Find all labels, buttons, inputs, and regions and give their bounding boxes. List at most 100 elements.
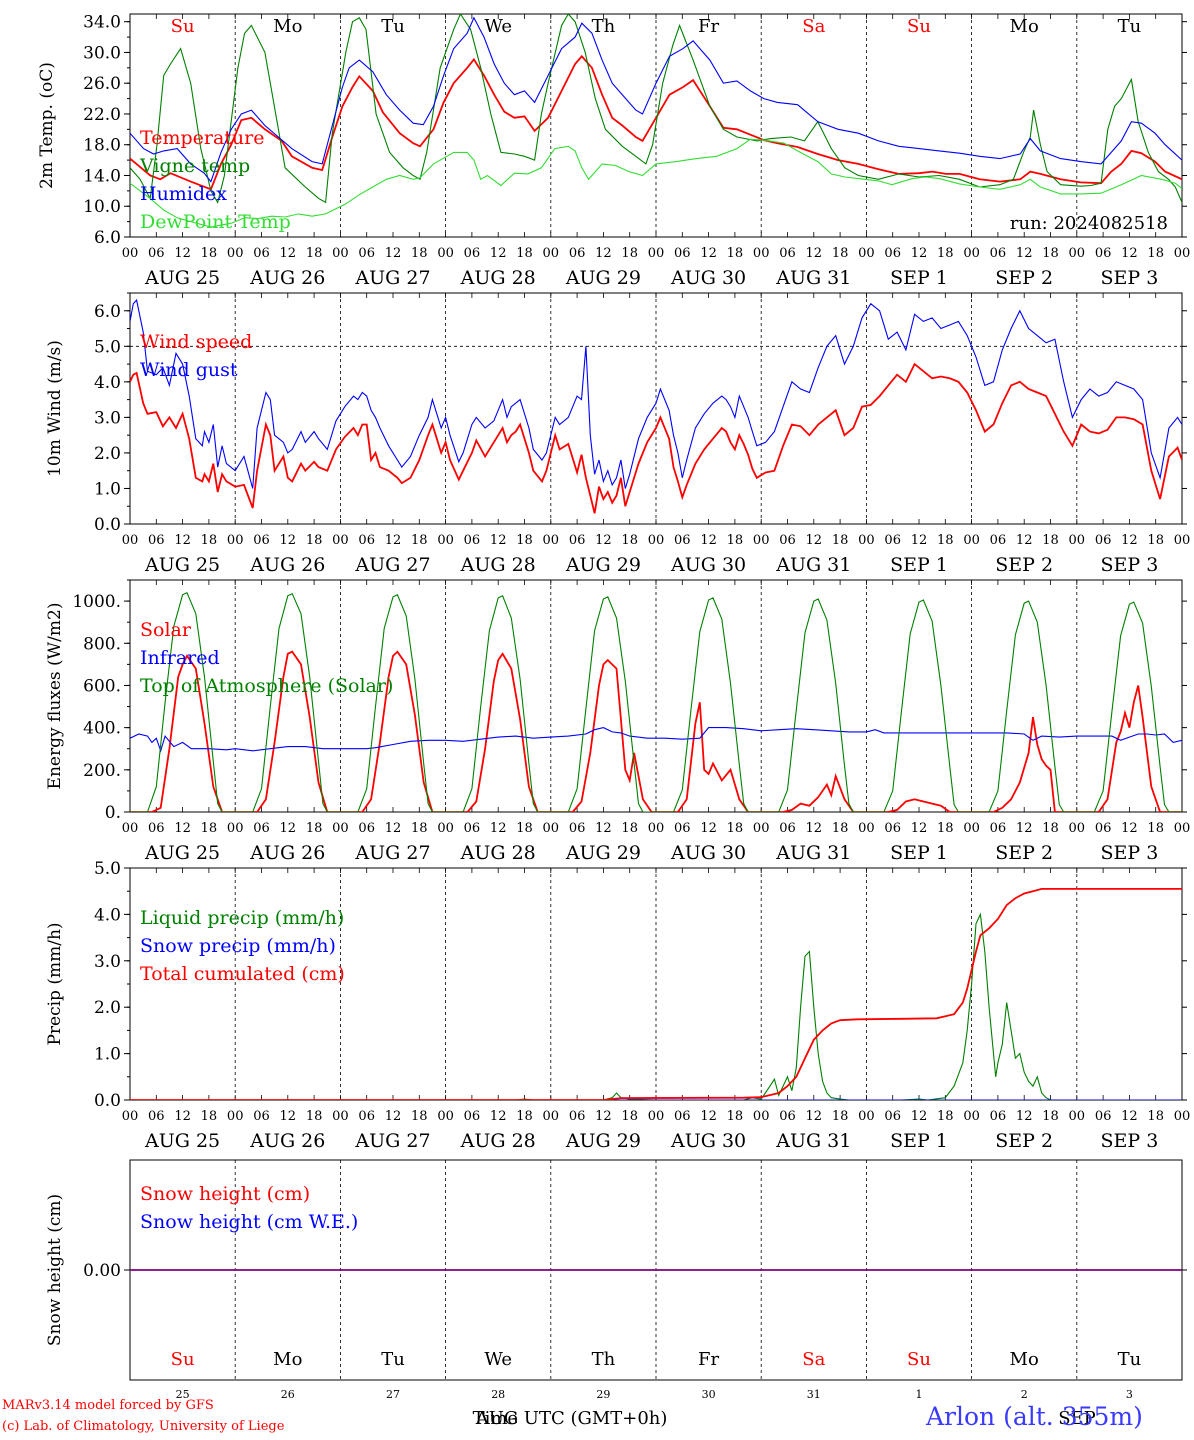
- day-name-label: Tu: [381, 1349, 405, 1370]
- y-tick-label: 18.0: [83, 136, 121, 156]
- date-label: SEP 3: [1100, 842, 1158, 864]
- hour-label: 06: [779, 821, 796, 836]
- hour-label: 06: [358, 821, 375, 836]
- hour-label: 00: [648, 821, 665, 836]
- hour-label: 00: [648, 533, 665, 548]
- legend-label-3: Top of Atmosphere (Solar): [140, 675, 393, 697]
- series-line-2: [130, 14, 1182, 204]
- day-name-label: Su: [171, 16, 195, 37]
- legend-label-2: Wind gust: [140, 359, 238, 381]
- hour-label: 18: [1042, 1109, 1059, 1124]
- hour-label: 00: [437, 1109, 454, 1124]
- y-tick-label: 0.: [105, 803, 121, 823]
- hour-label: 00: [753, 533, 770, 548]
- hour-label: 00: [332, 533, 349, 548]
- hour-label: 06: [358, 246, 375, 261]
- day-name-label: Mo: [1010, 16, 1039, 37]
- hour-label: 12: [174, 1109, 191, 1124]
- hour-label: 06: [1095, 246, 1112, 261]
- hour-label: 06: [884, 533, 901, 548]
- hour-label: 06: [464, 1109, 481, 1124]
- hour-label: 00: [753, 246, 770, 261]
- day-number-label: 27: [386, 1388, 400, 1401]
- bottom-axis: 25 26 27 28 29 30 31 1 2 3 Time UTC (GMT+0h)AUG SEP: [176, 1388, 1133, 1429]
- hour-label: 00: [437, 246, 454, 261]
- y-tick-label: 3.0: [94, 952, 121, 972]
- hour-label: 06: [674, 1109, 691, 1124]
- time-axis-label: Time UTC (GMT+0h): [473, 1408, 668, 1429]
- hour-label: 06: [674, 533, 691, 548]
- hour-label: 06: [884, 246, 901, 261]
- hour-label: 00: [437, 821, 454, 836]
- date-label: AUG 29: [565, 554, 641, 576]
- hour-label: 06: [148, 533, 165, 548]
- hour-label: 12: [1016, 821, 1033, 836]
- hour-label: 12: [1121, 1109, 1138, 1124]
- hour-label: 06: [1095, 821, 1112, 836]
- hour-label: 00: [122, 246, 139, 261]
- hour-label: 00: [963, 246, 980, 261]
- date-label: AUG 26: [249, 554, 325, 576]
- legend-label-1: Temperature: [140, 127, 264, 149]
- legend-label-3: Humidex: [140, 183, 227, 205]
- y-tick-label: 4.0: [94, 905, 121, 925]
- hour-label: 12: [385, 1109, 402, 1124]
- y-tick-label: 200.: [83, 761, 121, 781]
- hour-label: 00: [332, 821, 349, 836]
- hour-label: 00: [543, 533, 560, 548]
- hour-label: 18: [411, 246, 428, 261]
- date-label: AUG 31: [775, 267, 851, 289]
- hour-label: 12: [385, 821, 402, 836]
- hour-label: 00: [543, 246, 560, 261]
- date-label: AUG 29: [565, 1130, 641, 1152]
- y-tick-label: 6.0: [94, 302, 121, 322]
- hour-label: 00: [1069, 246, 1086, 261]
- hour-label: 12: [911, 821, 928, 836]
- hour-label: 00: [1069, 821, 1086, 836]
- hour-label: 18: [201, 533, 218, 548]
- hour-label: 00: [963, 1109, 980, 1124]
- hour-label: 12: [174, 821, 191, 836]
- date-label: AUG 25: [144, 267, 220, 289]
- y-axis-label: Precip (mm/h): [45, 922, 65, 1045]
- date-label: AUG 30: [670, 267, 746, 289]
- hour-label: 00: [1174, 246, 1191, 261]
- hour-label: 12: [806, 1109, 823, 1124]
- hour-label: 18: [937, 246, 954, 261]
- hour-label: 12: [1016, 246, 1033, 261]
- hour-label: 18: [516, 821, 533, 836]
- day-name-label: Th: [592, 1349, 616, 1370]
- hour-label: 06: [1095, 1109, 1112, 1124]
- date-label: AUG 27: [354, 554, 430, 576]
- hour-label: 12: [700, 1109, 717, 1124]
- y-axis-label: Energy fluxes (W/m2): [45, 603, 65, 790]
- footer-model: MARv3.14 model forced by GFS: [2, 1398, 214, 1413]
- day-number-label: 25: [176, 1388, 190, 1401]
- day-number-label: 29: [596, 1388, 610, 1401]
- date-label: AUG 28: [460, 554, 536, 576]
- hour-label: 18: [516, 1109, 533, 1124]
- y-tick-label: 6.0: [94, 228, 121, 248]
- hour-label: 00: [227, 246, 244, 261]
- day-name-label: We: [484, 1349, 512, 1370]
- hour-label: 06: [990, 821, 1007, 836]
- date-label: AUG 26: [249, 267, 325, 289]
- hour-label: 06: [464, 246, 481, 261]
- day-name-label: Mo: [273, 16, 302, 37]
- legend-label-2: Vigne temp: [139, 155, 250, 177]
- hour-label: 12: [1016, 1109, 1033, 1124]
- date-label: AUG 27: [354, 1130, 430, 1152]
- day-name-label: Fr: [698, 1349, 719, 1370]
- day-name-label: Sa: [802, 16, 825, 37]
- hour-label: 00: [122, 533, 139, 548]
- date-label: AUG 30: [670, 554, 746, 576]
- y-tick-label: 5.0: [94, 859, 121, 879]
- footer-station: Arlon (alt. 355m): [926, 1402, 1143, 1431]
- day-name-label: Th: [592, 16, 616, 37]
- hour-label: 18: [621, 1109, 638, 1124]
- series-line-2: [130, 298, 1182, 489]
- series-line-1: [130, 54, 1182, 191]
- y-tick-label: 5.0: [94, 337, 121, 357]
- date-label: SEP 2: [995, 842, 1053, 864]
